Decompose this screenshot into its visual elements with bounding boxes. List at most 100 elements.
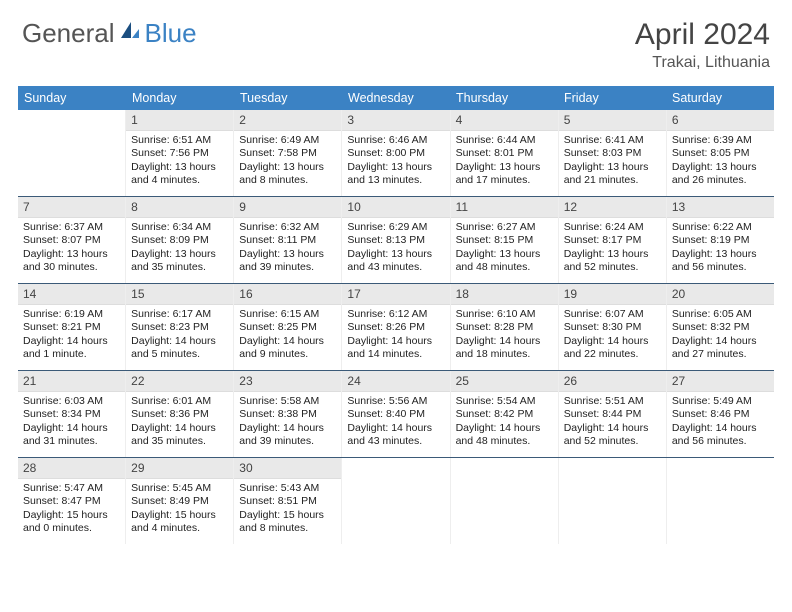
sunrise-text: Sunrise: 6:32 AM xyxy=(239,221,336,234)
calendar-day-cell: 21Sunrise: 6:03 AMSunset: 8:34 PMDayligh… xyxy=(18,371,126,457)
sunset-text: Sunset: 8:47 PM xyxy=(23,495,120,508)
calendar-week-row: 21Sunrise: 6:03 AMSunset: 8:34 PMDayligh… xyxy=(18,371,774,458)
day-number: 1 xyxy=(126,110,233,131)
daylight-text: Daylight: 15 hours and 8 minutes. xyxy=(239,509,336,536)
sunset-text: Sunset: 8:30 PM xyxy=(564,321,661,334)
calendar-day-cell: 17Sunrise: 6:12 AMSunset: 8:26 PMDayligh… xyxy=(342,284,450,370)
day-number: 15 xyxy=(126,284,233,305)
daylight-text: Daylight: 14 hours and 39 minutes. xyxy=(239,422,336,449)
day-body: Sunrise: 6:03 AMSunset: 8:34 PMDaylight:… xyxy=(18,392,125,453)
calendar-day-cell: 5Sunrise: 6:41 AMSunset: 8:03 PMDaylight… xyxy=(559,110,667,196)
sunset-text: Sunset: 7:58 PM xyxy=(239,147,336,160)
daylight-text: Daylight: 13 hours and 8 minutes. xyxy=(239,161,336,188)
day-number: 29 xyxy=(126,458,233,479)
day-body: Sunrise: 6:44 AMSunset: 8:01 PMDaylight:… xyxy=(451,131,558,192)
daylight-text: Daylight: 13 hours and 35 minutes. xyxy=(131,248,228,275)
day-body: Sunrise: 6:29 AMSunset: 8:13 PMDaylight:… xyxy=(342,218,449,279)
day-number xyxy=(451,458,558,464)
sunset-text: Sunset: 8:09 PM xyxy=(131,234,228,247)
day-body: Sunrise: 6:41 AMSunset: 8:03 PMDaylight:… xyxy=(559,131,666,192)
sunset-text: Sunset: 8:46 PM xyxy=(672,408,769,421)
daylight-text: Daylight: 13 hours and 30 minutes. xyxy=(23,248,120,275)
sunset-text: Sunset: 8:36 PM xyxy=(131,408,228,421)
calendar-week-row: 28Sunrise: 5:47 AMSunset: 8:47 PMDayligh… xyxy=(18,458,774,544)
sunset-text: Sunset: 8:28 PM xyxy=(456,321,553,334)
calendar-day-cell: 14Sunrise: 6:19 AMSunset: 8:21 PMDayligh… xyxy=(18,284,126,370)
sunset-text: Sunset: 8:15 PM xyxy=(456,234,553,247)
calendar-day-cell: 27Sunrise: 5:49 AMSunset: 8:46 PMDayligh… xyxy=(667,371,774,457)
daylight-text: Daylight: 13 hours and 56 minutes. xyxy=(672,248,769,275)
day-number: 3 xyxy=(342,110,449,131)
sunset-text: Sunset: 8:03 PM xyxy=(564,147,661,160)
day-body: Sunrise: 5:47 AMSunset: 8:47 PMDaylight:… xyxy=(18,479,125,540)
day-body: Sunrise: 6:46 AMSunset: 8:00 PMDaylight:… xyxy=(342,131,449,192)
daylight-text: Daylight: 13 hours and 13 minutes. xyxy=(347,161,444,188)
sunrise-text: Sunrise: 6:51 AM xyxy=(131,134,228,147)
day-number: 23 xyxy=(234,371,341,392)
weekday-header: Friday xyxy=(558,86,666,110)
day-body: Sunrise: 6:07 AMSunset: 8:30 PMDaylight:… xyxy=(559,305,666,366)
sunrise-text: Sunrise: 5:49 AM xyxy=(672,395,769,408)
title-block: April 2024 Trakai, Lithuania xyxy=(635,18,770,72)
day-number: 28 xyxy=(18,458,125,479)
daylight-text: Daylight: 15 hours and 0 minutes. xyxy=(23,509,120,536)
day-body: Sunrise: 5:58 AMSunset: 8:38 PMDaylight:… xyxy=(234,392,341,453)
sunset-text: Sunset: 8:26 PM xyxy=(347,321,444,334)
day-number: 14 xyxy=(18,284,125,305)
day-number: 9 xyxy=(234,197,341,218)
daylight-text: Daylight: 13 hours and 52 minutes. xyxy=(564,248,661,275)
daylight-text: Daylight: 14 hours and 1 minute. xyxy=(23,335,120,362)
sunrise-text: Sunrise: 6:01 AM xyxy=(131,395,228,408)
location-label: Trakai, Lithuania xyxy=(635,54,770,72)
sunrise-text: Sunrise: 5:45 AM xyxy=(131,482,228,495)
daylight-text: Daylight: 14 hours and 5 minutes. xyxy=(131,335,228,362)
calendar-day-cell: 13Sunrise: 6:22 AMSunset: 8:19 PMDayligh… xyxy=(667,197,774,283)
sunrise-text: Sunrise: 6:29 AM xyxy=(347,221,444,234)
day-body: Sunrise: 6:37 AMSunset: 8:07 PMDaylight:… xyxy=(18,218,125,279)
sunset-text: Sunset: 8:40 PM xyxy=(347,408,444,421)
calendar-day-cell: 7Sunrise: 6:37 AMSunset: 8:07 PMDaylight… xyxy=(18,197,126,283)
sunrise-text: Sunrise: 6:34 AM xyxy=(131,221,228,234)
day-number: 4 xyxy=(451,110,558,131)
calendar-day-cell: 18Sunrise: 6:10 AMSunset: 8:28 PMDayligh… xyxy=(451,284,559,370)
sunrise-text: Sunrise: 6:07 AM xyxy=(564,308,661,321)
sunrise-text: Sunrise: 5:43 AM xyxy=(239,482,336,495)
sunset-text: Sunset: 8:11 PM xyxy=(239,234,336,247)
calendar-day-cell: 8Sunrise: 6:34 AMSunset: 8:09 PMDaylight… xyxy=(126,197,234,283)
day-body: Sunrise: 6:01 AMSunset: 8:36 PMDaylight:… xyxy=(126,392,233,453)
sunset-text: Sunset: 8:38 PM xyxy=(239,408,336,421)
calendar-day-cell: 3Sunrise: 6:46 AMSunset: 8:00 PMDaylight… xyxy=(342,110,450,196)
day-number: 7 xyxy=(18,197,125,218)
logo: General Blue xyxy=(22,18,197,49)
calendar-week-row: 1Sunrise: 6:51 AMSunset: 7:56 PMDaylight… xyxy=(18,110,774,197)
calendar-day-cell: 22Sunrise: 6:01 AMSunset: 8:36 PMDayligh… xyxy=(126,371,234,457)
sunrise-text: Sunrise: 6:39 AM xyxy=(672,134,769,147)
daylight-text: Daylight: 14 hours and 35 minutes. xyxy=(131,422,228,449)
sunrise-text: Sunrise: 6:27 AM xyxy=(456,221,553,234)
sunset-text: Sunset: 8:32 PM xyxy=(672,321,769,334)
sunrise-text: Sunrise: 6:05 AM xyxy=(672,308,769,321)
day-number: 13 xyxy=(667,197,774,218)
daylight-text: Daylight: 14 hours and 9 minutes. xyxy=(239,335,336,362)
day-body: Sunrise: 5:45 AMSunset: 8:49 PMDaylight:… xyxy=(126,479,233,540)
day-body: Sunrise: 6:12 AMSunset: 8:26 PMDaylight:… xyxy=(342,305,449,366)
day-body: Sunrise: 5:56 AMSunset: 8:40 PMDaylight:… xyxy=(342,392,449,453)
daylight-text: Daylight: 14 hours and 43 minutes. xyxy=(347,422,444,449)
day-number: 22 xyxy=(126,371,233,392)
calendar-day-cell: 12Sunrise: 6:24 AMSunset: 8:17 PMDayligh… xyxy=(559,197,667,283)
calendar-day-cell: 11Sunrise: 6:27 AMSunset: 8:15 PMDayligh… xyxy=(451,197,559,283)
sunrise-text: Sunrise: 6:15 AM xyxy=(239,308,336,321)
calendar-day-cell: 6Sunrise: 6:39 AMSunset: 8:05 PMDaylight… xyxy=(667,110,774,196)
sunrise-text: Sunrise: 6:19 AM xyxy=(23,308,120,321)
day-body: Sunrise: 6:34 AMSunset: 8:09 PMDaylight:… xyxy=(126,218,233,279)
calendar-day-cell: 26Sunrise: 5:51 AMSunset: 8:44 PMDayligh… xyxy=(559,371,667,457)
day-number xyxy=(559,458,666,464)
day-number xyxy=(342,458,449,464)
calendar-day-cell xyxy=(559,458,667,544)
calendar-day-cell xyxy=(18,110,126,196)
page-header: General Blue April 2024 Trakai, Lithuani… xyxy=(18,18,774,72)
daylight-text: Daylight: 14 hours and 48 minutes. xyxy=(456,422,553,449)
daylight-text: Daylight: 14 hours and 56 minutes. xyxy=(672,422,769,449)
day-number xyxy=(18,110,125,116)
sunset-text: Sunset: 8:13 PM xyxy=(347,234,444,247)
